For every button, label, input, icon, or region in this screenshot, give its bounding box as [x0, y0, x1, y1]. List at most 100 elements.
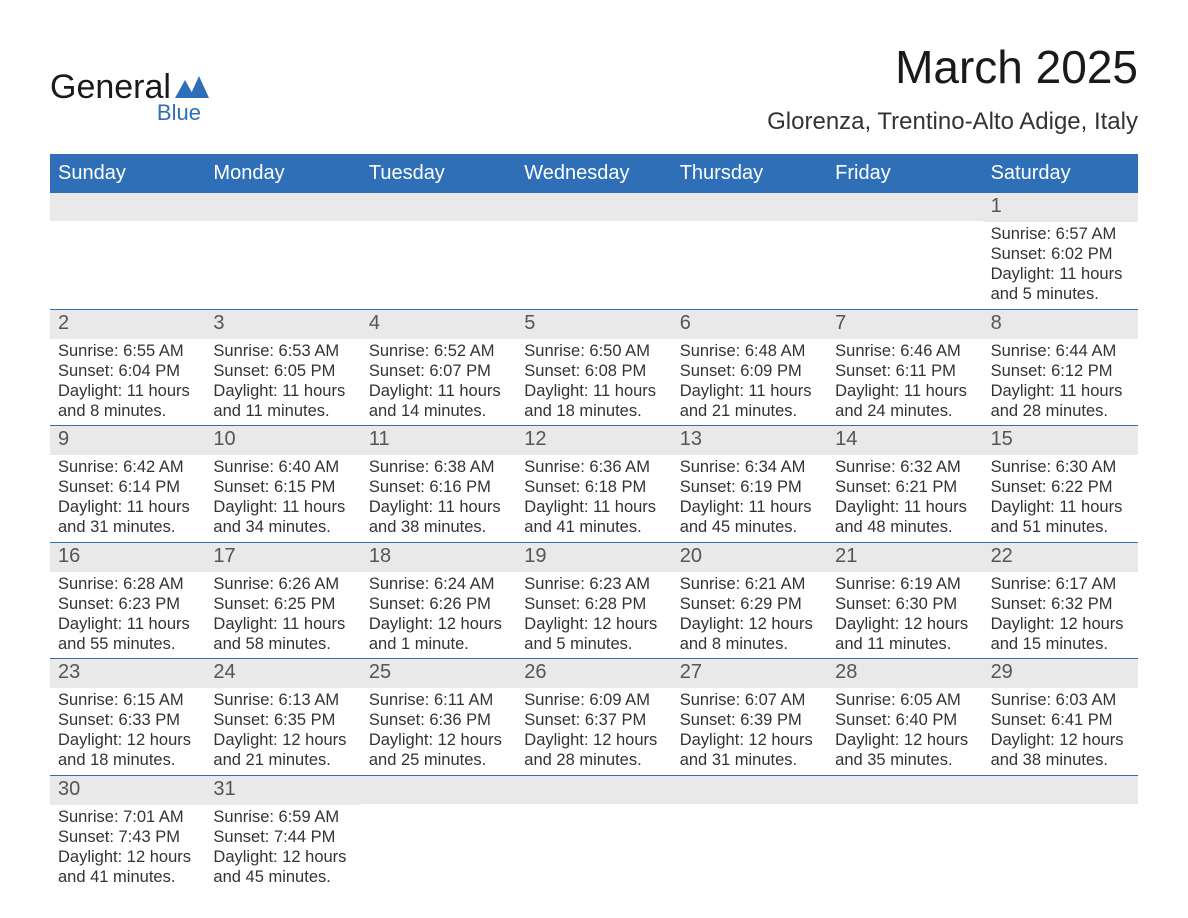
day-details: Sunrise: 6:09 AMSunset: 6:37 PMDaylight:… [524, 688, 663, 771]
day-sunrise: Sunrise: 6:09 AM [524, 690, 663, 710]
day-number: 5 [524, 312, 535, 334]
day-details: Sunrise: 6:52 AMSunset: 6:07 PMDaylight:… [369, 339, 508, 422]
day-daylight: Daylight: 12 hours and 21 minutes. [213, 730, 352, 770]
day-sunrise: Sunrise: 6:34 AM [680, 457, 819, 477]
day-sunrise: Sunrise: 6:50 AM [524, 341, 663, 361]
day-cell: 6Sunrise: 6:48 AMSunset: 6:09 PMDaylight… [672, 310, 827, 426]
day-number-strip: 10 [205, 426, 360, 455]
day-sunset: Sunset: 6:07 PM [369, 361, 508, 381]
day-sunset: Sunset: 6:29 PM [680, 594, 819, 614]
day-cell: 23Sunrise: 6:15 AMSunset: 6:33 PMDayligh… [50, 659, 205, 775]
day-sunset: Sunset: 6:05 PM [213, 361, 352, 381]
day-details: Sunrise: 6:50 AMSunset: 6:08 PMDaylight:… [524, 339, 663, 422]
day-number: 7 [835, 312, 846, 334]
day-number: 28 [835, 661, 857, 683]
day-sunrise: Sunrise: 6:11 AM [369, 690, 508, 710]
day-details: Sunrise: 6:36 AMSunset: 6:18 PMDaylight:… [524, 455, 663, 538]
page-header: General Blue March 2025 Glorenza, Trenti… [50, 40, 1138, 146]
day-sunset: Sunset: 6:32 PM [991, 594, 1130, 614]
day-sunrise: Sunrise: 6:30 AM [991, 457, 1130, 477]
calendar-row: 30 Sunrise: 7:01 AMSunset: 7:43 PMDayligh… [50, 775, 1138, 892]
day-number: 27 [680, 661, 702, 683]
day-sunrise: Sunrise: 6:40 AM [213, 457, 352, 477]
day-cell: 18Sunrise: 6:24 AMSunset: 6:26 PMDayligh… [361, 543, 516, 659]
day-cell: 16Sunrise: 6:28 AMSunset: 6:23 PMDayligh… [50, 543, 205, 659]
day-number: 19 [524, 545, 546, 567]
logo-sub-text: Blue [157, 100, 201, 126]
day-cell: 19Sunrise: 6:23 AMSunset: 6:28 PMDayligh… [516, 543, 671, 659]
day-number-strip: 7 [827, 310, 982, 339]
day-details: Sunrise: 6:24 AMSunset: 6:26 PMDaylight:… [369, 572, 508, 655]
day-number: 12 [524, 428, 546, 450]
day-number: 11 [369, 428, 390, 450]
day-sunrise: Sunrise: 6:28 AM [58, 574, 197, 594]
day-sunset: Sunset: 6:23 PM [58, 594, 197, 614]
day-details: Sunrise: 6:30 AMSunset: 6:22 PMDaylight:… [991, 455, 1130, 538]
day-sunset: Sunset: 6:28 PM [524, 594, 663, 614]
day-daylight: Daylight: 11 hours and 45 minutes. [680, 497, 819, 537]
day-daylight: Daylight: 11 hours and 41 minutes. [524, 497, 663, 537]
day-sunset: Sunset: 6:15 PM [213, 477, 352, 497]
day-number: 3 [213, 312, 224, 334]
empty-day-strip [50, 193, 205, 221]
day-number: 10 [213, 428, 235, 450]
day-sunrise: Sunrise: 6:44 AM [991, 341, 1130, 361]
day-sunset: Sunset: 6:02 PM [991, 244, 1130, 264]
day-number: 22 [991, 545, 1013, 567]
day-daylight: Daylight: 12 hours and 5 minutes. [524, 614, 663, 654]
day-sunset: Sunset: 6:35 PM [213, 710, 352, 730]
day-details: Sunrise: 6:34 AMSunset: 6:19 PMDaylight:… [680, 455, 819, 538]
day-cell: 3Sunrise: 6:53 AMSunset: 6:05 PMDaylight… [205, 310, 360, 426]
day-number: 4 [369, 312, 380, 334]
day-number: 1 [991, 195, 1002, 217]
day-number: 26 [524, 661, 546, 683]
day-sunset: Sunset: 6:40 PM [835, 710, 974, 730]
day-cell: 13Sunrise: 6:34 AMSunset: 6:19 PMDayligh… [672, 426, 827, 542]
day-sunrise: Sunrise: 6:57 AM [991, 224, 1130, 244]
day-number-strip: 30 [50, 776, 205, 805]
day-sunrise: Sunrise: 6:21 AM [680, 574, 819, 594]
day-sunrise: Sunrise: 6:48 AM [680, 341, 819, 361]
day-sunrise: Sunrise: 6:03 AM [991, 690, 1130, 710]
day-cell: 14Sunrise: 6:32 AMSunset: 6:21 PMDayligh… [827, 426, 982, 542]
day-number: 24 [213, 661, 235, 683]
day-sunset: Sunset: 6:21 PM [835, 477, 974, 497]
day-cell: 1 Sunrise: 6:57 AMSunset: 6:02 PMDaylight… [983, 193, 1138, 309]
day-daylight: Daylight: 12 hours and 25 minutes. [369, 730, 508, 770]
day-sunset: Sunset: 6:25 PM [213, 594, 352, 614]
empty-day-strip [516, 193, 671, 221]
day-sunset: Sunset: 7:43 PM [58, 827, 197, 847]
day-details: Sunrise: 6:07 AMSunset: 6:39 PMDaylight:… [680, 688, 819, 771]
day-header: Tuesday [361, 156, 516, 193]
day-daylight: Daylight: 12 hours and 15 minutes. [991, 614, 1130, 654]
day-number-strip: 9 [50, 426, 205, 455]
day-daylight: Daylight: 12 hours and 8 minutes. [680, 614, 819, 654]
day-details: Sunrise: 6:48 AMSunset: 6:09 PMDaylight:… [680, 339, 819, 422]
day-daylight: Daylight: 11 hours and 24 minutes. [835, 381, 974, 421]
day-sunrise: Sunrise: 6:05 AM [835, 690, 974, 710]
calendar-row: 16Sunrise: 6:28 AMSunset: 6:23 PMDayligh… [50, 542, 1138, 659]
day-number-strip: 20 [672, 543, 827, 572]
day-daylight: Daylight: 12 hours and 35 minutes. [835, 730, 974, 770]
day-details: Sunrise: 7:01 AMSunset: 7:43 PMDaylight:… [58, 805, 197, 888]
day-daylight: Daylight: 11 hours and 5 minutes. [991, 264, 1130, 304]
day-sunrise: Sunrise: 6:36 AM [524, 457, 663, 477]
day-details: Sunrise: 6:11 AMSunset: 6:36 PMDaylight:… [369, 688, 508, 771]
calendar-header-row: Sunday Monday Tuesday Wednesday Thursday… [50, 156, 1138, 193]
empty-day-strip [983, 776, 1138, 804]
day-cell [672, 193, 827, 309]
day-number: 30 [58, 778, 80, 800]
logo-triangle-icon [175, 70, 209, 104]
day-details: Sunrise: 6:19 AMSunset: 6:30 PMDaylight:… [835, 572, 974, 655]
day-daylight: Daylight: 11 hours and 31 minutes. [58, 497, 197, 537]
day-sunrise: Sunrise: 6:46 AM [835, 341, 974, 361]
day-number-strip: 19 [516, 543, 671, 572]
day-number-strip: 2 [50, 310, 205, 339]
day-daylight: Daylight: 11 hours and 28 minutes. [991, 381, 1130, 421]
day-header: Friday [827, 156, 982, 193]
day-cell: 15 Sunrise: 6:30 AMSunset: 6:22 PMDayligh… [983, 426, 1138, 542]
day-number: 15 [991, 428, 1013, 450]
day-sunrise: Sunrise: 6:52 AM [369, 341, 508, 361]
day-number-strip: 18 [361, 543, 516, 572]
day-details: Sunrise: 6:42 AMSunset: 6:14 PMDaylight:… [58, 455, 197, 538]
